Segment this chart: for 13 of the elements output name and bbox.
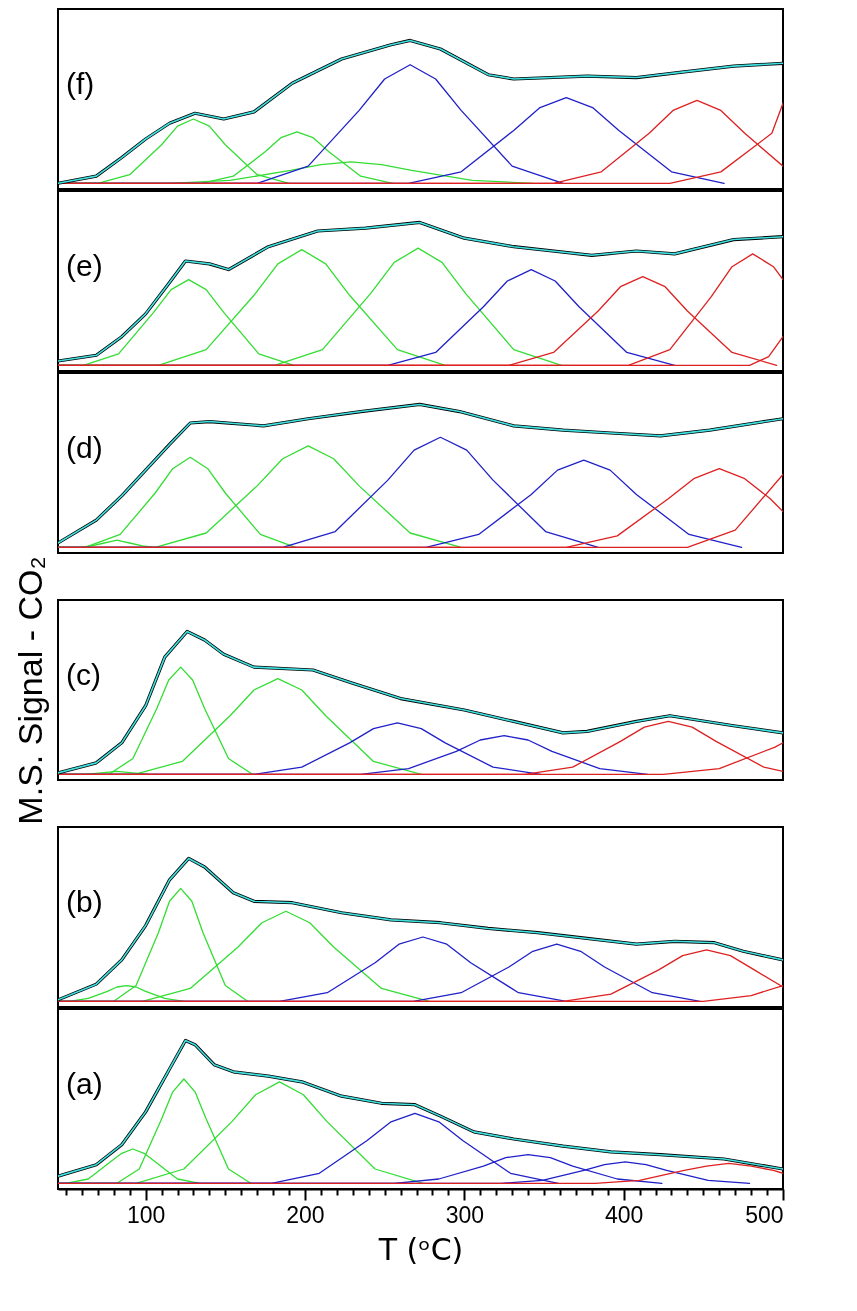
annotation: (a): [66, 1066, 103, 1100]
x-tick-label: 500: [745, 1201, 784, 1228]
annotation: (f): [66, 66, 95, 100]
x-tick-label: 100: [126, 1201, 166, 1228]
annotation: (c): [66, 657, 101, 691]
annotation: (e): [66, 248, 103, 282]
x-tick-label: 400: [604, 1201, 644, 1228]
x-tick-label: 200: [286, 1201, 325, 1228]
x-tick-label: 300: [445, 1201, 485, 1228]
annotation: (b): [66, 884, 103, 918]
annotation: (d): [66, 430, 103, 464]
y-axis-title: M.S. Signal - CO₂: [10, 556, 49, 825]
x-axis-title: T (ᵒC): [377, 1231, 464, 1267]
